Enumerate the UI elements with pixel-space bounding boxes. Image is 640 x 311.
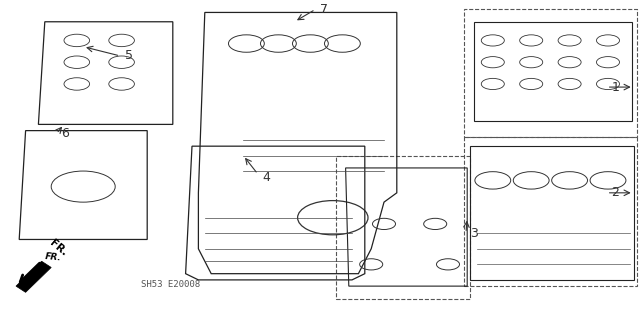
Text: SH53 E20008: SH53 E20008 — [141, 280, 200, 289]
Text: FR.: FR. — [45, 253, 62, 263]
Text: 5: 5 — [125, 49, 133, 63]
Polygon shape — [16, 261, 51, 292]
Text: 7: 7 — [320, 3, 328, 16]
Text: FR.: FR. — [48, 238, 69, 258]
Text: 2: 2 — [611, 186, 619, 199]
Text: 3: 3 — [470, 227, 478, 240]
Text: 1: 1 — [611, 81, 619, 94]
Text: 4: 4 — [262, 171, 270, 184]
Text: 6: 6 — [61, 127, 68, 140]
